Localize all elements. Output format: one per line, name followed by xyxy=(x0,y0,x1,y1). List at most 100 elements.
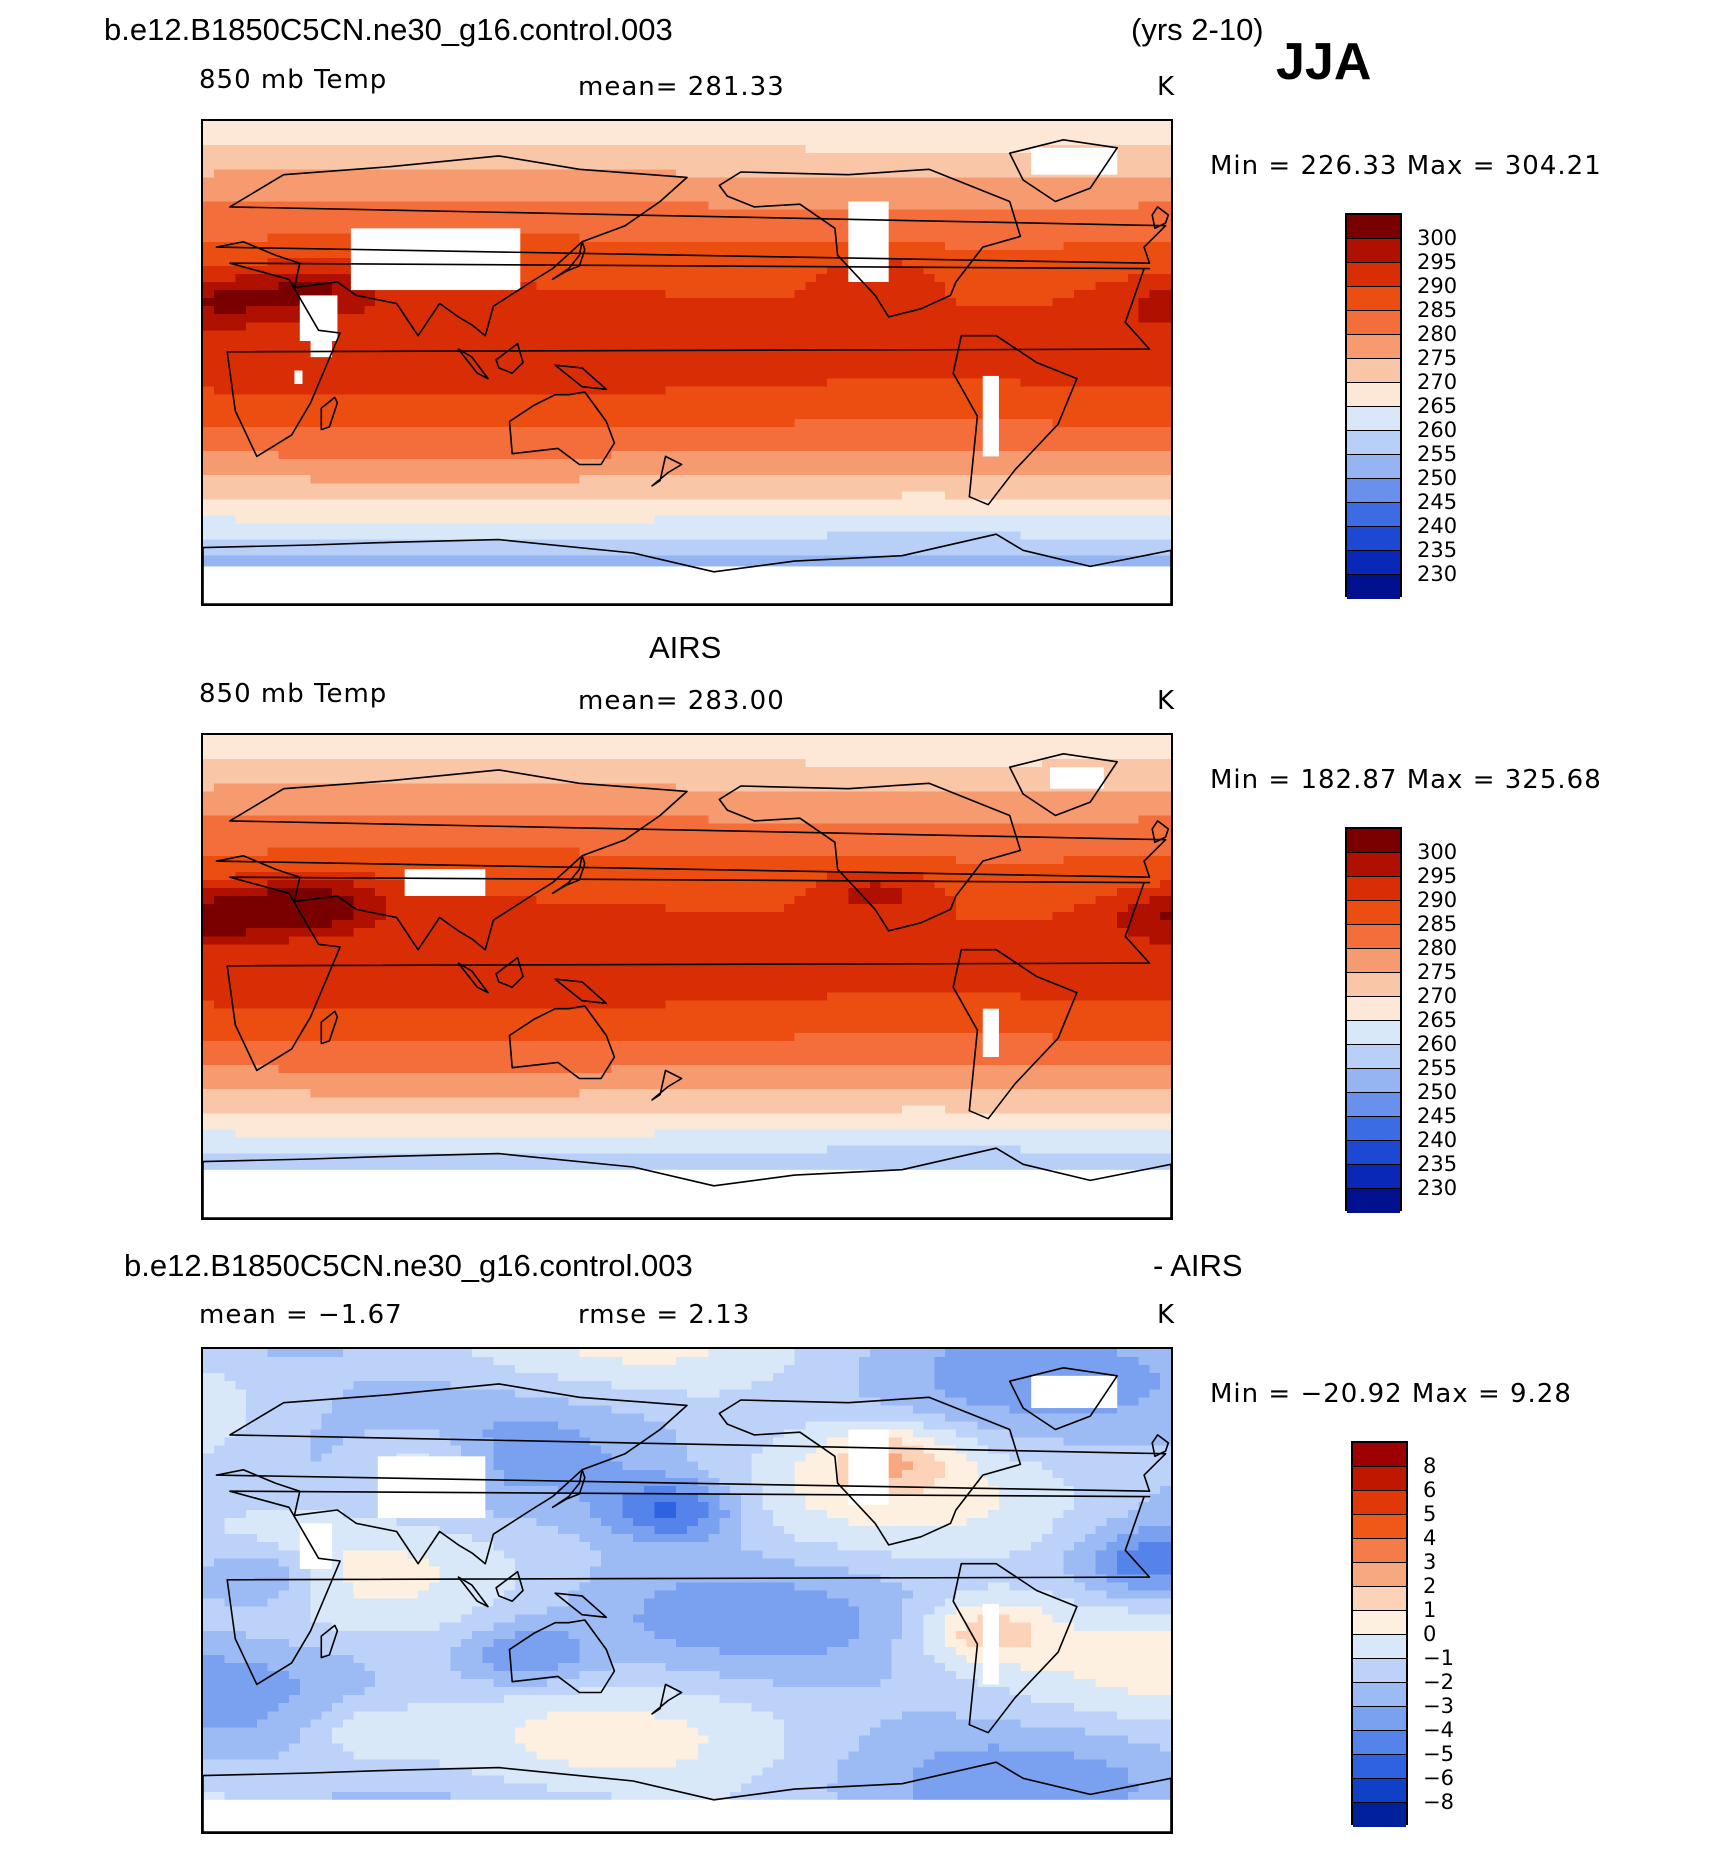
colorbar-swatch xyxy=(1347,239,1400,263)
coastline xyxy=(457,1576,489,1608)
panel1-minmax: Min = 226.33 Max = 304.21 xyxy=(1210,151,1602,181)
coastline xyxy=(215,769,1167,951)
colorbar-label: 260 xyxy=(1417,1032,1458,1056)
colorbar-swatch xyxy=(1347,527,1400,551)
colorbar-swatch xyxy=(1347,455,1400,479)
colorbar-swatch xyxy=(1347,1021,1400,1045)
coastline xyxy=(1151,206,1170,230)
coastline xyxy=(508,1619,616,1694)
panel2-variable: 850 mb Temp xyxy=(199,679,388,709)
panel1-variable: 850 mb Temp xyxy=(199,65,388,95)
colorbar-label: 3 xyxy=(1423,1550,1437,1574)
colorbar-label: 245 xyxy=(1417,1104,1458,1128)
panel2-title: AIRS xyxy=(649,630,722,665)
coastline xyxy=(508,1005,616,1080)
colorbar-swatch xyxy=(1347,853,1400,877)
coastline xyxy=(495,342,524,374)
map-field xyxy=(203,1349,1171,1832)
colorbar-label: −6 xyxy=(1423,1766,1454,1790)
coastline xyxy=(718,1396,1022,1546)
colorbar-label: −5 xyxy=(1423,1742,1454,1766)
colorbar-label: 235 xyxy=(1417,1152,1458,1176)
panel1-mean: mean= 281.33 xyxy=(578,72,785,102)
panel3-mean: mean = −1.67 xyxy=(199,1300,403,1330)
coastline xyxy=(457,962,489,994)
colorbar-swatch xyxy=(1353,1443,1406,1467)
colorbar-swatch xyxy=(1347,479,1400,503)
colorbar-swatch xyxy=(1347,877,1400,901)
colorbar-label: 295 xyxy=(1417,864,1458,888)
colorbar-swatch xyxy=(1347,973,1400,997)
colorbar-swatch xyxy=(1353,1491,1406,1515)
colorbar-swatch xyxy=(1347,997,1400,1021)
colorbar-swatch xyxy=(1347,407,1400,431)
colorbar-label: 300 xyxy=(1417,226,1458,250)
colorbar-swatch xyxy=(1353,1779,1406,1803)
coastline xyxy=(215,155,1167,337)
colorbar-label: −2 xyxy=(1423,1670,1454,1694)
panel3-title-right: - AIRS xyxy=(1153,1248,1243,1283)
colorbar-swatch xyxy=(1347,829,1400,853)
coastline xyxy=(320,1624,339,1659)
panel3-rmse: rmse = 2.13 xyxy=(578,1300,751,1330)
coastline xyxy=(1008,1367,1118,1431)
colorbar-swatch xyxy=(1347,503,1400,527)
colorbar-swatch xyxy=(1353,1755,1406,1779)
coastline xyxy=(952,948,1078,1120)
colorbar-label: −3 xyxy=(1423,1694,1454,1718)
colorbar-swatch xyxy=(1347,575,1400,599)
colorbar-label: 255 xyxy=(1417,1056,1458,1080)
coastline xyxy=(215,1383,1167,1565)
coastline xyxy=(320,1010,339,1045)
coastline xyxy=(1008,753,1118,817)
coastline xyxy=(457,348,489,380)
colorbar-label: 295 xyxy=(1417,250,1458,274)
colorbar-swatch xyxy=(1347,311,1400,335)
coastline xyxy=(952,1562,1078,1734)
colorbar-swatch xyxy=(1353,1683,1406,1707)
colorbar-label: 270 xyxy=(1417,370,1458,394)
colorbar-swatch xyxy=(1347,335,1400,359)
panel2-mean: mean= 283.00 xyxy=(578,686,785,716)
colorbar-label: 265 xyxy=(1417,1008,1458,1032)
coastline xyxy=(320,396,339,431)
colorbar-label: 8 xyxy=(1423,1454,1437,1478)
panel3-minmax: Min = −20.92 Max = 9.28 xyxy=(1210,1379,1572,1409)
map-field xyxy=(203,121,1171,604)
colorbar-label: 250 xyxy=(1417,466,1458,490)
colorbar-label: 270 xyxy=(1417,984,1458,1008)
colorbar-swatch xyxy=(1347,383,1400,407)
coastline xyxy=(651,1069,683,1101)
coastline xyxy=(551,855,586,895)
colorbar-swatch xyxy=(1347,901,1400,925)
colorbar-label: 245 xyxy=(1417,490,1458,514)
colorbar-label: 250 xyxy=(1417,1080,1458,1104)
coastline xyxy=(554,364,608,391)
coastline xyxy=(495,1570,524,1602)
panel3-units: K xyxy=(1157,1300,1176,1330)
colorbar-label: 280 xyxy=(1417,936,1458,960)
coastline xyxy=(718,782,1022,932)
colorbar-swatch xyxy=(1347,551,1400,575)
colorbar-swatch xyxy=(1347,949,1400,973)
colorbar-swatch xyxy=(1353,1611,1406,1635)
coastline xyxy=(1008,139,1118,203)
colorbar-swatch xyxy=(1353,1515,1406,1539)
colorbar-swatch xyxy=(1347,1045,1400,1069)
panel1-units: K xyxy=(1157,72,1176,102)
colorbar-label: 1 xyxy=(1423,1598,1437,1622)
colorbar-label: 240 xyxy=(1417,1128,1458,1152)
colorbar-label: 280 xyxy=(1417,322,1458,346)
coastline xyxy=(554,1592,608,1619)
colorbar-swatch xyxy=(1347,1165,1400,1189)
colorbar-label: 265 xyxy=(1417,394,1458,418)
coastline xyxy=(551,1469,586,1509)
coastline xyxy=(508,391,616,466)
colorbar-label: 240 xyxy=(1417,514,1458,538)
colorbar-label: 6 xyxy=(1423,1478,1437,1502)
coastline xyxy=(495,956,524,988)
colorbar-swatch xyxy=(1347,1117,1400,1141)
colorbar-swatch xyxy=(1353,1563,1406,1587)
colorbar-label: 235 xyxy=(1417,538,1458,562)
colorbar-label: −4 xyxy=(1423,1718,1454,1742)
